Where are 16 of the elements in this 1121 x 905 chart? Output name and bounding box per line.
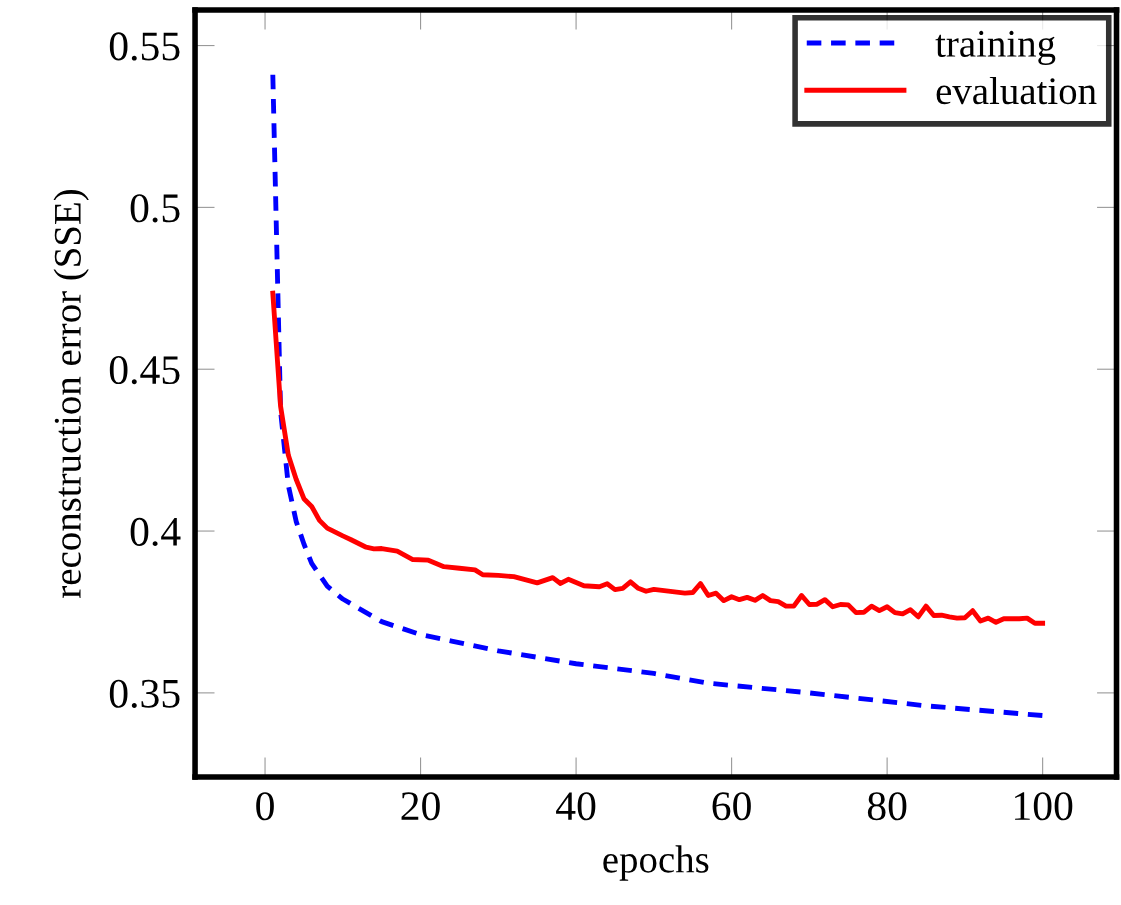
x-tick-label: 0	[256, 792, 274, 821]
y-axis-title: reconstruction error (SSE)	[53, 190, 89, 598]
line-series	[270, 290, 1046, 626]
y-tick-label: 0.55	[109, 32, 180, 61]
y-tick-label: 0.45	[109, 355, 180, 385]
legend-label: training	[935, 30, 1056, 66]
x-tick-label: 80	[867, 792, 907, 821]
y-tick-label: 0.5	[130, 194, 180, 223]
legend-label: evaluation	[936, 76, 1097, 105]
x-axis-title: epochs	[603, 845, 709, 881]
x-tick-label: 20	[401, 792, 440, 821]
x-tick-label: 100	[1015, 792, 1073, 821]
x-tick-label: 60	[712, 792, 751, 821]
x-tick-label: 40	[556, 792, 596, 821]
y-tick-label: 0.35	[109, 679, 180, 708]
y-tick-label: 0.4	[130, 517, 181, 547]
